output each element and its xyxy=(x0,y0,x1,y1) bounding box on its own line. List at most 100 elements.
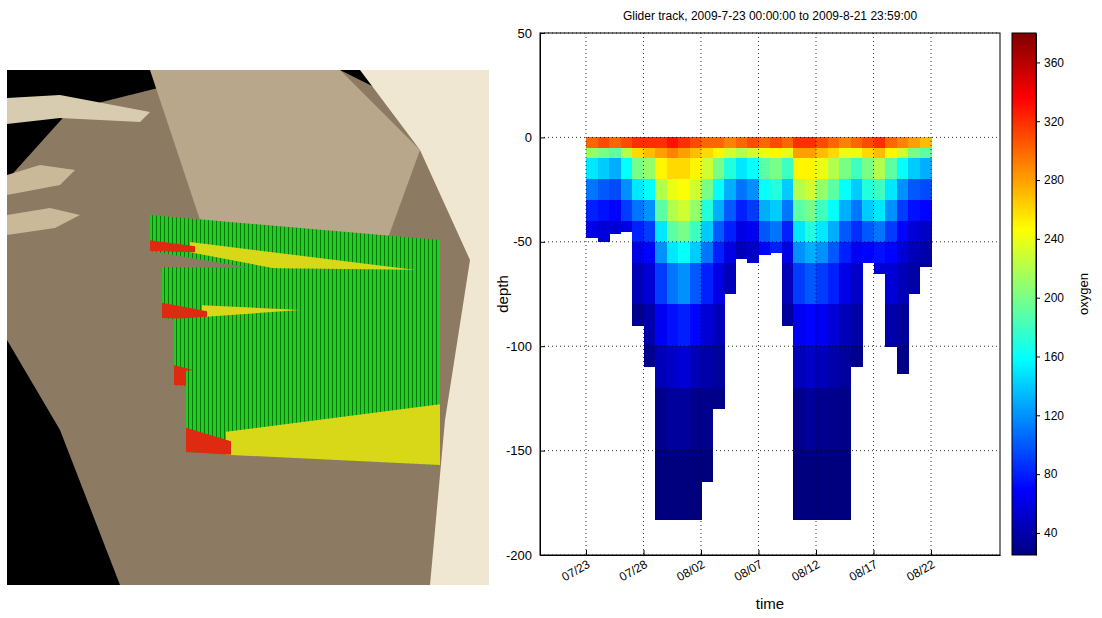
colorbar-tick: 320 xyxy=(1036,115,1064,129)
cell xyxy=(586,179,598,200)
cell xyxy=(874,263,886,274)
cell xyxy=(701,158,713,179)
terrain-wisp xyxy=(7,208,80,235)
cell xyxy=(770,200,782,221)
y-tick: 0 xyxy=(525,130,545,145)
cell xyxy=(690,263,702,305)
cell xyxy=(655,148,667,159)
y-axis-title: depth xyxy=(494,275,511,313)
cell xyxy=(897,263,909,305)
cell xyxy=(644,179,656,200)
cell xyxy=(793,304,805,346)
colorbar-tick-mark xyxy=(1036,180,1040,181)
x-tick-label: 08/17 xyxy=(847,557,880,584)
cell xyxy=(759,137,771,148)
cell xyxy=(897,242,909,263)
cell xyxy=(816,451,828,520)
cell xyxy=(655,158,667,179)
cell xyxy=(793,263,805,305)
cell xyxy=(724,158,736,179)
cell xyxy=(713,179,725,200)
cell xyxy=(920,263,932,268)
cell xyxy=(667,388,679,451)
terrain-wisp xyxy=(7,165,75,195)
colorbar-title: oxygen xyxy=(1076,273,1091,315)
cell xyxy=(839,158,851,179)
cell xyxy=(678,200,690,221)
cell xyxy=(920,158,932,179)
cell xyxy=(839,179,851,200)
cell xyxy=(736,137,748,148)
cell xyxy=(920,200,932,221)
cell xyxy=(908,137,920,148)
cell xyxy=(874,179,886,200)
y-tick-label: -200 xyxy=(506,548,532,563)
colorbar-tick: 40 xyxy=(1036,526,1058,540)
colorbar-tick-label: 200 xyxy=(1044,291,1064,305)
y-tick: 50 xyxy=(518,26,545,41)
y-tick-label: -150 xyxy=(506,443,532,458)
cell xyxy=(598,158,610,179)
y-tick-mark xyxy=(540,33,545,34)
cell xyxy=(908,200,920,221)
cell xyxy=(724,148,736,159)
y-axis-line xyxy=(540,34,541,556)
cell xyxy=(690,200,702,221)
scene-3d xyxy=(7,70,489,585)
x-tick-label: 08/22 xyxy=(904,557,937,584)
cell xyxy=(747,221,759,242)
colorbar-tick-mark xyxy=(1036,298,1040,299)
cell xyxy=(655,263,667,305)
cell xyxy=(678,263,690,305)
cell xyxy=(736,179,748,200)
x-tick: 08/07 xyxy=(732,550,765,584)
x-tick: 08/02 xyxy=(674,550,707,584)
cell xyxy=(747,137,759,148)
cell xyxy=(690,388,702,451)
cell xyxy=(667,158,679,179)
cell xyxy=(667,304,679,346)
cell xyxy=(655,179,667,200)
cell xyxy=(920,148,932,159)
cell xyxy=(885,263,897,305)
cell xyxy=(920,221,932,242)
cell xyxy=(897,304,909,346)
cell xyxy=(770,242,782,253)
cell xyxy=(793,158,805,179)
cell xyxy=(770,179,782,200)
cell xyxy=(678,158,690,179)
cell xyxy=(770,137,782,148)
cell xyxy=(644,137,656,148)
cell xyxy=(908,263,920,295)
cell xyxy=(851,263,863,305)
cell xyxy=(736,242,748,259)
grid-line-x xyxy=(816,33,817,555)
glider-curtain xyxy=(186,330,440,465)
cell xyxy=(609,148,621,159)
cell xyxy=(586,221,598,238)
cell xyxy=(816,200,828,221)
cell xyxy=(874,242,886,263)
cell xyxy=(724,263,736,295)
cell xyxy=(885,148,897,159)
cell xyxy=(713,388,725,409)
cell xyxy=(862,158,874,179)
cell xyxy=(897,346,909,374)
cell xyxy=(793,346,805,388)
cell xyxy=(690,148,702,159)
x-tick: 08/22 xyxy=(904,550,937,584)
cell xyxy=(839,242,851,263)
cell xyxy=(632,148,644,159)
cell xyxy=(862,148,874,159)
cell xyxy=(805,179,817,200)
cell xyxy=(690,158,702,179)
grid-line-x xyxy=(586,33,587,555)
cell xyxy=(862,242,874,263)
colorbar-tick-mark xyxy=(1036,533,1040,534)
cell xyxy=(632,304,644,325)
cell xyxy=(759,148,771,159)
cell xyxy=(632,221,644,242)
cell xyxy=(598,148,610,159)
colorbar-tick: 80 xyxy=(1036,467,1058,481)
cell xyxy=(609,137,621,148)
